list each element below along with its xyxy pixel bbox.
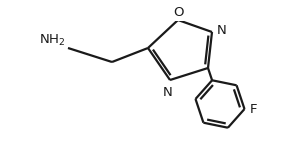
Text: O: O [174,6,184,19]
Text: N: N [163,86,173,99]
Text: NH$_2$: NH$_2$ [39,33,65,48]
Text: F: F [250,103,257,115]
Text: N: N [217,23,227,36]
